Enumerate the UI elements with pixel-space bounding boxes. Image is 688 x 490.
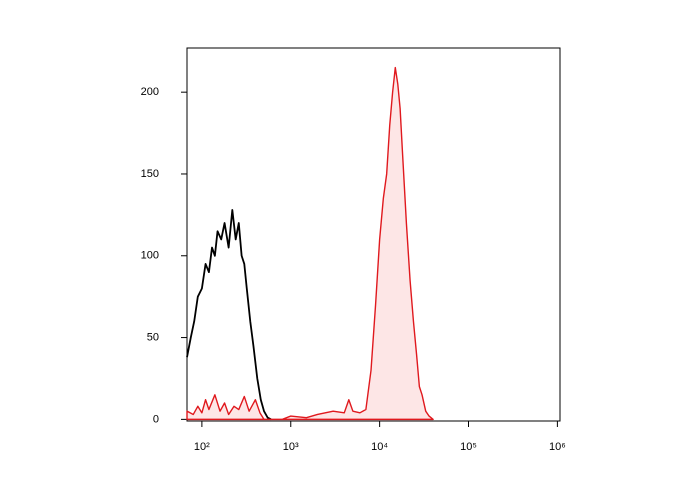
y-tick-label: 100 xyxy=(141,250,159,262)
y-tick-label: 50 xyxy=(147,331,159,343)
x-tick-label: 10⁵ xyxy=(460,441,477,453)
x-tick-label: 10³ xyxy=(283,441,299,453)
y-tick-label: 200 xyxy=(141,86,159,98)
x-tick-label: 10⁴ xyxy=(371,441,388,453)
x-tick-label: 10² xyxy=(194,441,210,453)
plot-frame xyxy=(186,47,561,422)
y-tick-label: 0 xyxy=(153,413,159,425)
histogram-line xyxy=(186,209,272,421)
filled-histogram xyxy=(186,66,434,421)
y-tick-label: 150 xyxy=(141,168,159,180)
x-tick-label: 10⁶ xyxy=(549,441,566,453)
